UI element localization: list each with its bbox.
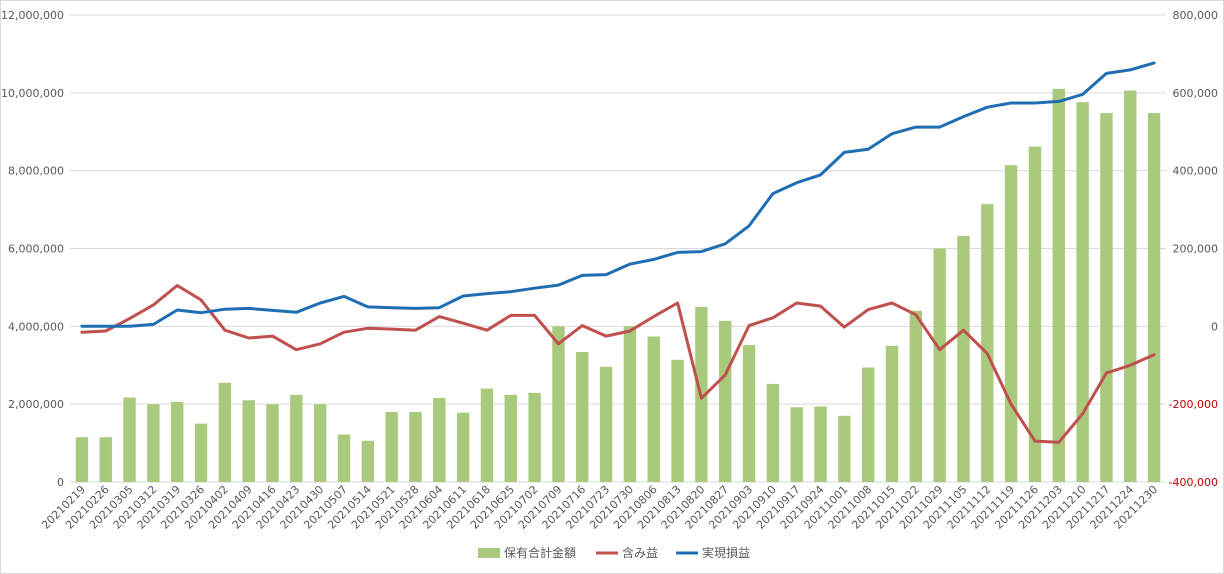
legend-label: 保有合計金額	[504, 545, 576, 560]
bar	[814, 406, 827, 482]
bar	[337, 434, 351, 482]
legend-swatch	[478, 548, 500, 558]
bar	[433, 397, 446, 482]
bar	[75, 437, 89, 482]
bar	[194, 423, 208, 482]
legend-label: 実現損益	[702, 545, 750, 560]
bar	[218, 382, 232, 482]
bar	[528, 392, 541, 482]
bar	[385, 411, 398, 482]
bar	[838, 415, 851, 482]
bar	[599, 366, 613, 482]
bars-layer	[75, 88, 1161, 483]
y-left-tick-label: 6,000,000	[8, 243, 64, 256]
y-right-tick-label: 600,000	[1173, 87, 1219, 100]
y-right-tick-label: 400,000	[1173, 165, 1219, 178]
bar	[147, 404, 160, 482]
y-left-tick-label: 10,000,000	[1, 87, 64, 100]
bar	[1076, 102, 1089, 482]
lines-layer	[80, 61, 1156, 444]
y-left-tick-label: 2,000,000	[8, 398, 64, 411]
bar	[409, 411, 422, 482]
bar	[313, 404, 327, 482]
legend: 保有合計金額 含み益 実現損益	[478, 545, 750, 560]
bar	[719, 320, 732, 482]
bar	[933, 248, 946, 482]
bar	[1124, 90, 1137, 482]
bar	[790, 407, 803, 482]
bar	[266, 404, 279, 482]
bar	[576, 352, 589, 482]
bar	[742, 345, 756, 482]
series-line	[80, 61, 1156, 328]
series-line	[80, 284, 1156, 444]
bar	[290, 394, 303, 482]
bar	[1100, 113, 1113, 482]
bar	[766, 383, 780, 482]
bar	[242, 400, 255, 482]
y-right-tick-label: 800,000	[1173, 9, 1219, 22]
bar	[361, 440, 375, 482]
bar	[885, 345, 899, 482]
legend-label: 含み益	[622, 545, 658, 560]
bar	[1004, 165, 1018, 483]
bar	[99, 437, 112, 482]
bar	[909, 310, 923, 482]
y-left-tick-label: 4,000,000	[8, 320, 64, 333]
bar	[171, 401, 184, 482]
y-left-tick-label: 0	[57, 476, 64, 489]
y-right-tick-label: -200,000	[1169, 398, 1218, 411]
bar	[861, 367, 875, 482]
bar	[647, 336, 660, 482]
bar	[1052, 88, 1065, 483]
bar	[504, 394, 517, 482]
bar	[456, 412, 470, 482]
y-left-tick-label: 12,000,000	[1, 9, 64, 22]
y-axis-left: 0 2,000,000 4,000,000 6,000,000 8,000,000 10,…	[1, 9, 64, 489]
bar	[1147, 113, 1161, 482]
bar	[552, 326, 565, 482]
y-left-tick-label: 8,000,000	[8, 165, 64, 178]
y-right-tick-label: -400,000	[1169, 476, 1218, 489]
y-axis-right: -400,000 -200,000 0 200,000 400,000 600,000 80…	[1169, 9, 1218, 489]
bar	[623, 326, 637, 482]
bar	[123, 397, 136, 482]
bar	[480, 388, 494, 482]
y-right-tick-label: 0	[1211, 320, 1218, 333]
y-right-tick-label: 200,000	[1173, 243, 1219, 256]
bar	[671, 359, 684, 482]
bar	[1028, 146, 1042, 482]
bar	[981, 204, 994, 482]
bar	[957, 236, 970, 482]
